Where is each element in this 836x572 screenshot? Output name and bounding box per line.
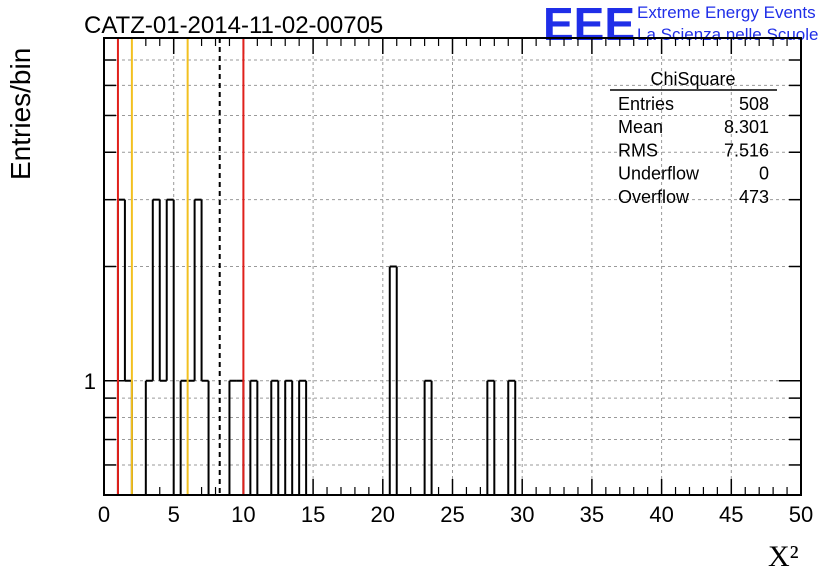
stats-label: Entries [618,94,674,114]
plot-frame [103,37,802,496]
x-tick-label: 30 [510,502,534,527]
tick-labels: 0 5 10 15 20 25 30 35 40 45 50 1 [84,369,813,527]
x-tick-label: 10 [231,502,255,527]
stats-label: RMS [618,140,658,160]
chart-title: CATZ-01-2014-11-02-00705 [84,12,383,39]
stats-value: 508 [739,94,769,114]
reference-lines [116,38,245,495]
x-tick-label: 35 [580,502,604,527]
x-tick-label: 40 [649,502,673,527]
histogram-bars [116,198,517,495]
x-tick-label: 50 [789,502,813,527]
y-tick-label: 1 [84,369,96,394]
stats-title: ChiSquare [650,69,735,89]
stats-label: Mean [618,117,663,137]
x-tick-label: 25 [440,502,464,527]
stats-value: 8.301 [724,117,769,137]
stats-label: Overflow [618,187,690,207]
stats-value: 0 [759,164,769,184]
eee-logo-icon: EEE [543,0,635,50]
stats-value: 473 [739,187,769,207]
logo-line-2: La Scienza nelle Scuole [637,25,818,44]
stats-value: 7.516 [724,140,769,160]
x-axis-title: X² [768,540,799,572]
x-tick-label: 20 [371,502,395,527]
stats-label: Underflow [618,164,700,184]
x-tick-label: 45 [719,502,743,527]
stats-box: ChiSquare Entries 508 Mean 8.301 RMS 7.516 Und… [610,69,777,207]
x-axis-title-text: X² [768,540,799,572]
logo-line-1: Extreme Energy Events [637,3,816,22]
x-tick-label: 5 [168,502,180,527]
x-tick-label: 0 [98,502,110,527]
y-axis-title: Entries/bin [5,48,36,180]
x-tick-label: 15 [301,502,325,527]
